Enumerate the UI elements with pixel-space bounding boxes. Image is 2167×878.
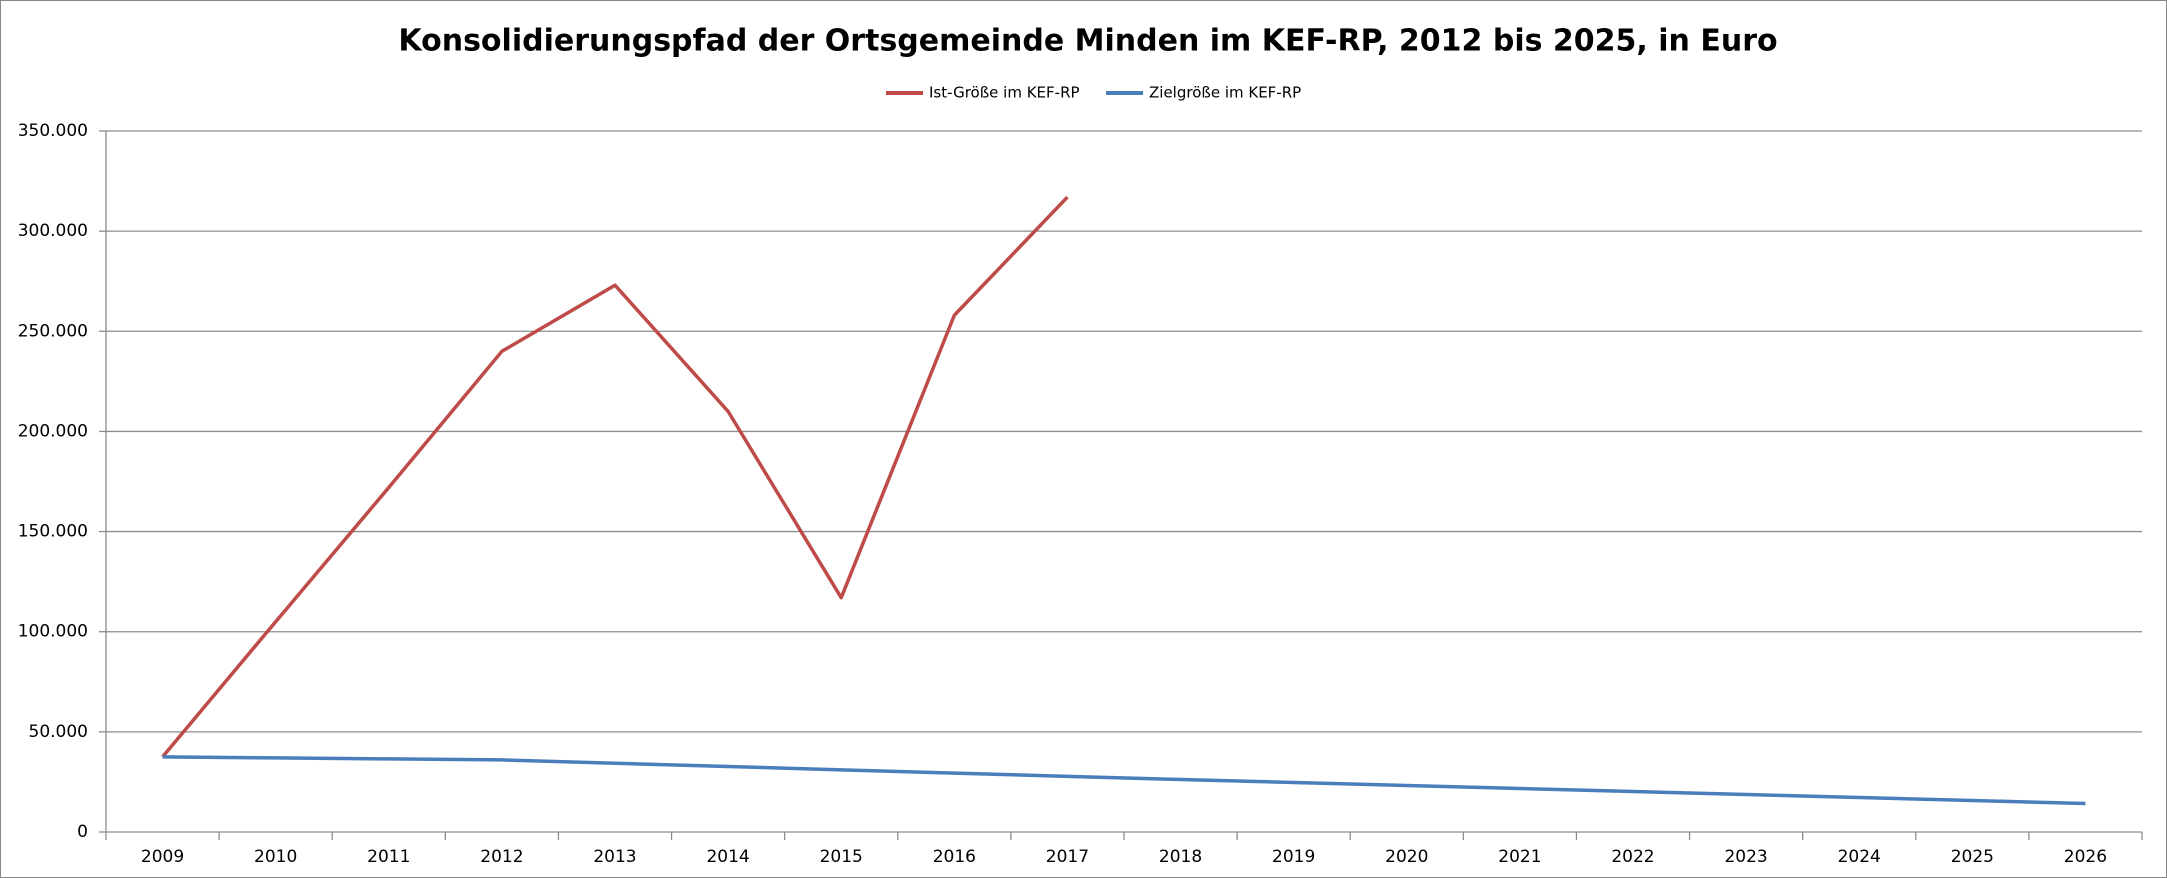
legend-label: Zielgröße im KEF-RP (1149, 84, 1301, 102)
y-tick-label: 0 (77, 822, 88, 842)
x-tick-label: 2011 (367, 847, 410, 867)
x-tick-label: 2017 (1046, 847, 1089, 867)
x-tick-label: 2019 (1272, 847, 1315, 867)
y-tick-label: 300.000 (18, 221, 88, 241)
y-tick-label: 100.000 (18, 622, 88, 642)
x-tick-label: 2014 (706, 847, 749, 867)
series-line (161, 195, 1069, 759)
x-tick-label: 2023 (1724, 847, 1767, 867)
x-tick-label: 2024 (1838, 847, 1881, 867)
x-tick-label: 2015 (820, 847, 863, 867)
x-tick-label: 2016 (933, 847, 976, 867)
legend-label: Ist-Größe im KEF-RP (929, 84, 1080, 102)
y-tick-label: 50.000 (29, 722, 88, 742)
x-tick-label: 2012 (480, 847, 523, 867)
y-tick-label: 250.000 (18, 321, 88, 341)
chart-title: Konsolidierungspfad der Ortsgemeinde Min… (398, 24, 1777, 59)
y-tick-label: 200.000 (18, 421, 88, 441)
x-tick-label: 2026 (2064, 847, 2107, 867)
x-tick-label: 2013 (593, 847, 636, 867)
x-tick-label: 2018 (1159, 847, 1202, 867)
y-tick-label: 350.000 (18, 121, 88, 141)
x-tick-label: 2025 (1951, 847, 1994, 867)
x-tick-label: 2022 (1611, 847, 1654, 867)
x-tick-label: 2009 (141, 847, 184, 867)
x-tick-label: 2010 (254, 847, 297, 867)
y-tick-label: 150.000 (18, 522, 88, 542)
x-tick-label: 2021 (1498, 847, 1541, 867)
x-tick-label: 2020 (1385, 847, 1428, 867)
series-line (162, 755, 2086, 806)
